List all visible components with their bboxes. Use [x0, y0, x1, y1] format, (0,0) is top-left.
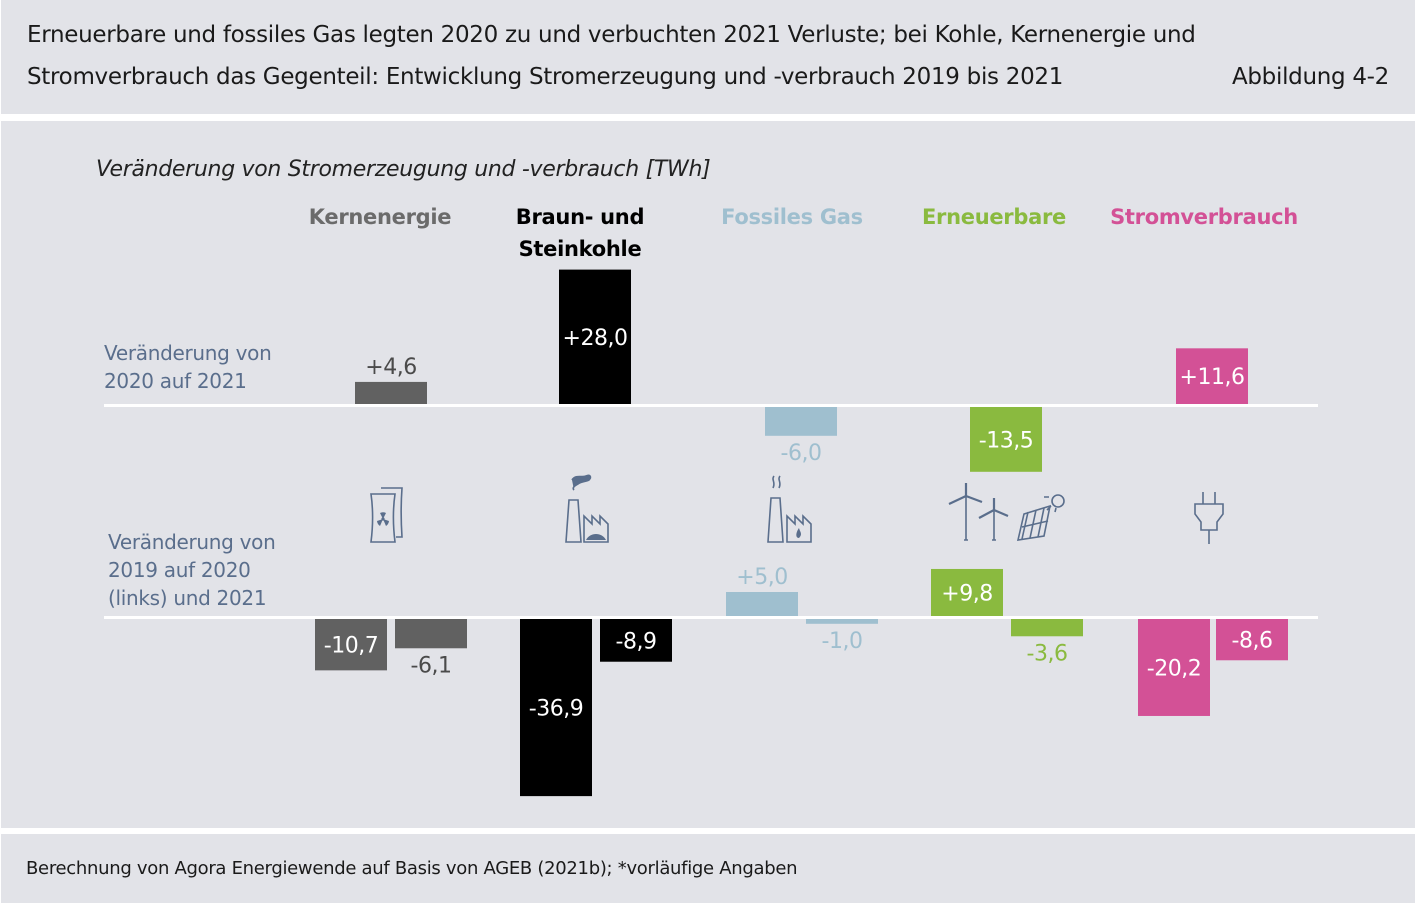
nuclear-plant-icon [370, 487, 403, 543]
category-label-line: Stromverbrauch [1110, 205, 1298, 229]
bar-top-3 [970, 407, 1042, 472]
bar-bottom-1-4 [1216, 619, 1288, 661]
row-label-line: Veränderung von [104, 341, 272, 365]
header-panel: Erneuerbare und fossiles Gas legten 2020… [1, 0, 1415, 114]
chart-subtitle: Veränderung von Stromerzeugung und -verb… [96, 157, 711, 182]
bar-bottom-0-0 [315, 619, 387, 671]
data-label-bottom-1-3: -3,6 [1027, 641, 1068, 666]
row-label-2019-2020-2021: Veränderung von 2019 auf 2020 (links) un… [108, 528, 276, 612]
category-label-line: Steinkohle [518, 237, 642, 261]
bar-bottom-0-2 [726, 592, 798, 616]
data-label-bottom-1-4: -8,6 [1232, 629, 1273, 654]
coal-plant-icon [565, 474, 609, 543]
data-label-bottom-0-4: -20,2 [1147, 656, 1201, 681]
data-label-top-2: -6,0 [781, 441, 822, 466]
data-label-top-0: +4,6 [365, 355, 416, 380]
data-label-bottom-0-2: +5,0 [736, 565, 787, 590]
data-label-top-4: +11,6 [1180, 365, 1245, 390]
category-label-fossiles-gas: Fossiles Gas [712, 201, 872, 233]
figure-number: Abbildung 4-2 [1231, 64, 1389, 90]
category-label-line: Erneuerbare [922, 205, 1066, 229]
bar-bottom-1-0 [395, 619, 467, 649]
category-label-kernenergie: Kernenergie [300, 201, 460, 233]
data-label-bottom-0-1: -36,9 [529, 697, 583, 722]
power-plug-icon [1194, 492, 1224, 544]
gas-plant-icon [767, 475, 812, 543]
bar-bottom-0-4 [1138, 619, 1210, 716]
bar-top-2 [765, 407, 837, 436]
data-label-bottom-0-3: +9,8 [941, 581, 992, 606]
data-label-bottom-1-1: -8,9 [616, 629, 657, 654]
category-label-kohle: Braun- und Steinkohle [500, 201, 660, 265]
category-label-erneuerbare: Erneuerbare [914, 201, 1074, 233]
category-label-stromverbrauch: Stromverbrauch [1104, 201, 1304, 233]
category-label-line: Braun- und [515, 205, 645, 229]
row-label-line: 2020 auf 2021 [104, 369, 247, 393]
bar-bottom-0-1 [520, 619, 592, 797]
bar-top-0 [355, 381, 427, 404]
icons-group [370, 474, 1224, 544]
category-label-line: Kernenergie [308, 205, 452, 229]
wind-solar-icon [948, 483, 1065, 541]
bar-bottom-1-2 [806, 619, 878, 624]
data-label-top-1: +28,0 [563, 326, 628, 351]
row-label-line: Veränderung von [108, 530, 276, 554]
bar-top-4 [1176, 348, 1248, 404]
bars-group: +4,6 +28,0 -6,0 -13,5 +11,6 -10,7 -36,9 +5,0 +9,… [315, 269, 1288, 797]
data-label-bottom-1-2: -1,0 [822, 629, 863, 654]
data-label-bottom-0-0: -10,7 [324, 634, 378, 659]
source-note: Berechnung von Agora Energiewende auf Ba… [26, 858, 798, 879]
bar-bottom-0-3 [931, 568, 1003, 616]
bar-bottom-1-3 [1011, 619, 1083, 637]
bar-top-1 [559, 269, 631, 404]
chart-title-line-1: Erneuerbare und fossiles Gas legten 2020… [27, 22, 1196, 48]
data-label-top-3: -13,5 [979, 428, 1033, 453]
bar-bottom-1-1 [600, 619, 672, 662]
data-label-bottom-1-0: -6,1 [411, 653, 452, 678]
row-label-2020-2021: Veränderung von 2020 auf 2021 [104, 339, 272, 395]
category-label-line: Fossiles Gas [721, 205, 863, 229]
row-label-line: 2019 auf 2020 [108, 558, 251, 582]
footer-panel [1, 834, 1415, 903]
chart-title-line-2: Stromverbrauch das Gegenteil: Entwicklun… [27, 64, 1064, 90]
row-label-line: (links) und 2021 [108, 586, 267, 610]
